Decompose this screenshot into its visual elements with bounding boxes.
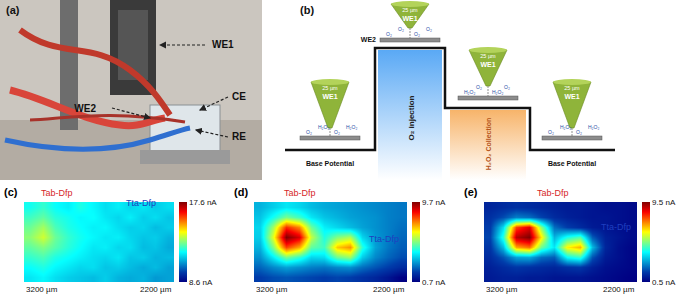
svg-text:O₂: O₂ xyxy=(476,84,482,90)
svg-text:H₂O₂: H₂O₂ xyxy=(492,89,503,95)
svg-text:3200 µm: 3200 µm xyxy=(486,285,518,294)
svg-text:O₂: O₂ xyxy=(548,129,554,135)
svg-text:WE1: WE1 xyxy=(480,61,495,68)
svg-text:O₂: O₂ xyxy=(414,31,420,37)
svg-text:O₂: O₂ xyxy=(426,26,432,32)
svg-text:H₂O₂: H₂O₂ xyxy=(588,124,599,130)
svg-text:H₂O₂: H₂O₂ xyxy=(318,124,329,130)
svg-text:O₂: O₂ xyxy=(398,26,404,32)
svg-text:25 µm: 25 µm xyxy=(322,85,338,91)
svg-text:H₂O₂: H₂O₂ xyxy=(464,89,475,95)
svg-text:9.7 nA: 9.7 nA xyxy=(422,198,446,207)
svg-text:(a): (a) xyxy=(6,4,20,16)
svg-text:2200 µm: 2200 µm xyxy=(140,285,172,294)
svg-text:2200 µm: 2200 µm xyxy=(373,285,405,294)
svg-text:0.7 nA: 0.7 nA xyxy=(422,278,446,287)
svg-text:17.6 nA: 17.6 nA xyxy=(189,198,217,207)
svg-text:H₂O₂ Collection: H₂O₂ Collection xyxy=(485,118,492,171)
svg-text:Base Potential: Base Potential xyxy=(548,160,596,167)
svg-text:O₂: O₂ xyxy=(386,31,392,37)
html-text:(c): (c) xyxy=(4,186,18,198)
svg-text:WE2: WE2 xyxy=(361,36,376,43)
svg-text:O₂: O₂ xyxy=(334,129,340,135)
svg-text:CE: CE xyxy=(232,91,246,102)
svg-text:O₂: O₂ xyxy=(504,84,510,90)
svg-text:Tab-Dfp: Tab-Dfp xyxy=(537,188,569,198)
svg-text:25 µm: 25 µm xyxy=(402,7,418,13)
svg-text:Tab-Dfp: Tab-Dfp xyxy=(41,188,73,198)
svg-text:O₂ injection: O₂ injection xyxy=(407,95,416,140)
svg-text:WE1: WE1 xyxy=(564,93,579,100)
svg-text:25 µm: 25 µm xyxy=(480,53,496,59)
svg-text:WE2: WE2 xyxy=(74,103,96,114)
svg-text:2200 µm: 2200 µm xyxy=(603,285,635,294)
html-text:(d): (d) xyxy=(234,186,248,198)
svg-text:WE1: WE1 xyxy=(212,39,234,50)
svg-text:Tta-Dfp: Tta-Dfp xyxy=(126,198,156,208)
svg-text:Base Potential: Base Potential xyxy=(306,160,354,167)
svg-text:Tab-Dfp: Tab-Dfp xyxy=(284,188,316,198)
svg-text:9.5 nA: 9.5 nA xyxy=(652,198,676,207)
svg-text:0.5 nA: 0.5 nA xyxy=(652,278,676,287)
svg-text:H₂O₂: H₂O₂ xyxy=(346,124,357,130)
svg-text:3200 µm: 3200 µm xyxy=(256,285,288,294)
svg-text:RE: RE xyxy=(232,131,246,142)
svg-text:Tta-Dfp: Tta-Dfp xyxy=(601,222,631,232)
svg-text:WE1: WE1 xyxy=(402,15,417,22)
svg-text:8.6 nA: 8.6 nA xyxy=(189,278,213,287)
svg-text:Tta-Dfp: Tta-Dfp xyxy=(369,234,399,244)
svg-text:3200 µm: 3200 µm xyxy=(26,285,58,294)
svg-text:H₂O₂: H₂O₂ xyxy=(560,124,571,130)
html-text:(e): (e) xyxy=(464,186,478,198)
svg-text:WE1: WE1 xyxy=(322,93,337,100)
svg-text:(b): (b) xyxy=(300,4,314,16)
svg-text:O₂: O₂ xyxy=(576,129,582,135)
svg-text:25 µm: 25 µm xyxy=(564,85,580,91)
svg-text:O₂: O₂ xyxy=(306,129,312,135)
